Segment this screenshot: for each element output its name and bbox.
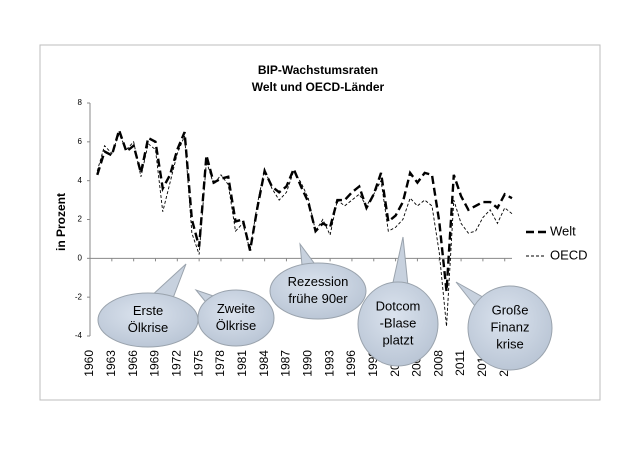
bubble	[269, 262, 367, 320]
y-tick-label: 6	[78, 137, 83, 146]
legend-label: OECD	[550, 247, 588, 262]
annotation-text: Ölkrise	[128, 320, 168, 335]
chart-title: Welt und OECD-Länder	[252, 80, 385, 94]
x-tick-label: 1981	[235, 350, 249, 377]
bubble	[467, 285, 553, 371]
x-tick-label: 1984	[257, 350, 271, 377]
annotation-text: Zweite	[217, 301, 255, 316]
y-tick-label: -4	[75, 331, 83, 340]
x-tick-label: 1996	[344, 350, 358, 377]
y-tick-label: 8	[78, 98, 83, 107]
bubble	[197, 289, 275, 347]
x-tick-label: 1978	[213, 350, 227, 377]
series-line	[96, 126, 513, 292]
plot-area: -4 -2 0 2 4 6 8 1960 1963 1966 1969 1972 1975 1978 198…	[75, 98, 513, 377]
annotation-text: Dotcom	[376, 298, 421, 313]
x-tick-label: 1987	[279, 350, 293, 377]
x-tick-label: 2011	[453, 350, 467, 376]
x-tick-label: 1993	[322, 350, 336, 377]
chart-title: BIP-Wachstumsraten	[258, 63, 378, 77]
annotations: Erste Ölkrise Zweite Ölkrise Rezession frühe …	[97, 236, 553, 371]
x-tick-label: 1990	[300, 350, 314, 377]
series-line	[96, 132, 513, 327]
annotation-text: frühe 90er	[288, 291, 348, 306]
x-tick-label: 1969	[148, 350, 162, 377]
y-tick-label: -2	[75, 292, 83, 301]
annotation-text: krise	[496, 336, 523, 351]
annotation-text: platzt	[382, 332, 413, 347]
x-tick-label: 1963	[104, 350, 118, 377]
annotation-text: Ölkrise	[216, 318, 256, 333]
y-tick-label: 0	[78, 253, 83, 262]
x-tick-label: 1960	[82, 350, 96, 377]
y-axis-label: in Prozent	[54, 193, 68, 251]
annotation-text: Erste	[133, 303, 163, 318]
annotation-text: Finanz	[490, 319, 529, 334]
annotation-text: Rezession	[288, 274, 349, 289]
x-tick-label: 2008	[431, 350, 445, 377]
x-tick-label: 1975	[191, 350, 205, 377]
legend-label: Welt	[550, 223, 576, 238]
bubble	[357, 281, 439, 367]
x-tick-label: 1966	[126, 350, 140, 377]
legend: Welt OECD	[526, 223, 588, 262]
annotation-text: -Blase	[380, 315, 417, 330]
y-tick-label: 4	[78, 176, 83, 185]
x-tick-label: 1972	[169, 350, 183, 377]
annotation-text: Große	[492, 302, 529, 317]
y-tick-label: 2	[78, 215, 83, 224]
